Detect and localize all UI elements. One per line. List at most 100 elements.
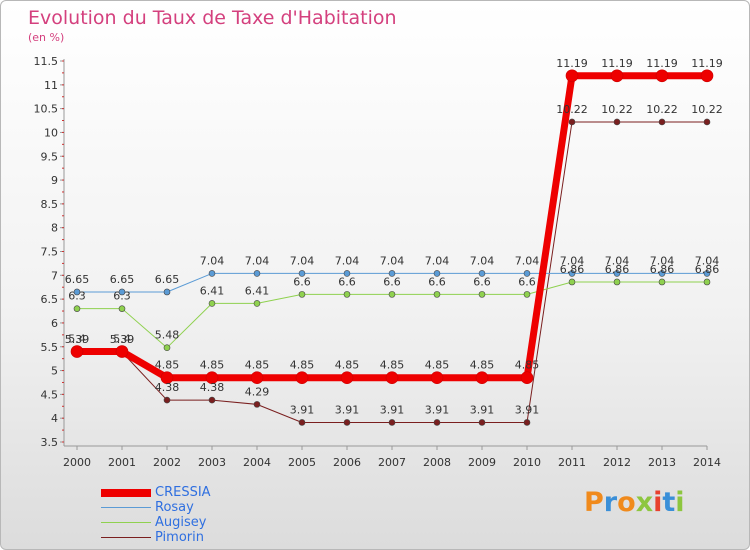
- data-point-cressia: [160, 371, 174, 385]
- data-point-augisey: [703, 278, 711, 286]
- data-label-rosay: 7.04: [605, 254, 630, 267]
- data-label-pimorin: 10.22: [556, 103, 588, 116]
- y-tick-label: 7: [51, 269, 58, 282]
- data-point-augisey: [523, 291, 531, 298]
- data-point-rosay: [613, 270, 621, 277]
- x-tick-label: 2008: [423, 456, 451, 469]
- x-tick-label: 2012: [603, 456, 631, 469]
- data-label-augisey: 6.41: [200, 284, 225, 297]
- proxiti-logo: Proxiti: [584, 487, 685, 518]
- data-label-augisey: 6.86: [560, 263, 585, 276]
- logo-letter: t: [662, 487, 676, 518]
- x-tick-label: 2011: [558, 456, 586, 469]
- data-label-rosay: 6.65: [65, 273, 90, 286]
- data-point-cressia: [520, 371, 534, 385]
- data-point-rosay: [658, 270, 666, 277]
- data-label-augisey: 6.41: [245, 284, 270, 297]
- legend-swatch-pimorin: [101, 537, 151, 538]
- data-label-pimorin: 5.39: [65, 333, 90, 346]
- data-point-augisey: [118, 305, 126, 312]
- y-tick-label: 9: [51, 174, 58, 187]
- data-label-pimorin: 10.22: [646, 103, 678, 116]
- data-point-pimorin: [613, 118, 621, 126]
- data-point-rosay: [703, 270, 711, 277]
- data-label-cressia: 4.85: [155, 359, 180, 372]
- series-lines: [70, 69, 714, 426]
- x-tick-label: 2006: [333, 456, 361, 469]
- x-tick-label: 2002: [153, 456, 181, 469]
- data-label-rosay: 7.04: [560, 254, 585, 267]
- data-point-pimorin: [568, 118, 576, 126]
- data-point-cressia: [250, 371, 264, 385]
- data-label-pimorin: 10.22: [601, 103, 633, 116]
- chart-axes: 3.5 4 4.5 5 5.5 6 6.5 7 7.5 8 8.5 9 9.5 10 10.5 11 11.5 2…: [34, 55, 722, 469]
- data-label-rosay: 7.04: [200, 254, 225, 267]
- y-tick-label: 8: [51, 222, 58, 235]
- data-label-rosay: 7.04: [470, 254, 495, 267]
- data-point-pimorin: [658, 118, 666, 126]
- data-point-augisey: [658, 278, 666, 286]
- data-point-augisey: [73, 305, 81, 312]
- data-point-cressia: [385, 371, 399, 385]
- data-point-cressia: [295, 371, 309, 385]
- data-label-pimorin: 5.39: [110, 333, 135, 346]
- data-label-augisey: 6.6: [428, 275, 446, 288]
- data-point-augisey: [388, 291, 396, 298]
- data-label-augisey: 6.6: [473, 275, 491, 288]
- data-label-cressia: 5.4: [68, 333, 86, 346]
- x-tick-label: 2005: [288, 456, 316, 469]
- data-label-pimorin: 4.29: [245, 385, 270, 398]
- data-point-rosay: [163, 288, 171, 296]
- data-label-pimorin: 3.91: [425, 403, 450, 416]
- data-label-pimorin: 4.38: [155, 381, 180, 394]
- data-label-rosay: 7.04: [425, 254, 450, 267]
- data-label-pimorin: 3.91: [515, 403, 540, 416]
- data-label-cressia: 4.85: [245, 359, 270, 372]
- data-label-rosay: 7.04: [695, 254, 720, 267]
- data-label-cressia: 4.85: [470, 359, 495, 372]
- data-point-augisey: [568, 278, 576, 286]
- data-label-pimorin: 3.91: [470, 403, 495, 416]
- y-tick-label: 3.5: [41, 436, 59, 449]
- data-point-augisey: [343, 291, 351, 298]
- legend-label-augisey: Augisey: [155, 515, 207, 530]
- data-point-rosay: [298, 270, 306, 277]
- data-point-rosay: [343, 270, 351, 277]
- legend-swatch-rosay: [101, 507, 151, 508]
- logo-letter: x: [635, 487, 654, 518]
- legend-item-augisey: Augisey: [101, 515, 211, 530]
- data-point-cressia: [205, 371, 219, 385]
- data-label-augisey: 5.48: [155, 329, 180, 342]
- data-point-cressia: [700, 69, 714, 83]
- data-point-pimorin: [253, 401, 261, 408]
- data-point-pimorin: [388, 419, 396, 426]
- x-tick-label: 2000: [63, 456, 91, 469]
- data-point-augisey: [163, 344, 171, 352]
- data-point-rosay: [433, 270, 441, 277]
- data-label-cressia: 5.4: [113, 333, 131, 346]
- data-point-augisey: [208, 300, 216, 307]
- data-label-augisey: 6.86: [650, 263, 675, 276]
- data-label-cressia: 4.85: [335, 359, 360, 372]
- x-tick-label: 2014: [693, 456, 721, 469]
- data-labels: 5.39 5.39 4.38 4.38 4.29 3.91 3.91 3.91 3.91 3.91…: [65, 57, 723, 417]
- legend-item-rosay: Rosay: [101, 500, 211, 515]
- data-label-cressia: 4.85: [380, 359, 405, 372]
- y-tick-label: 10: [44, 126, 58, 139]
- data-point-rosay: [388, 270, 396, 277]
- data-label-cressia: 11.19: [601, 57, 633, 70]
- data-label-cressia: 11.19: [646, 57, 678, 70]
- logo-letter: i: [675, 487, 685, 518]
- data-label-cressia: 4.85: [290, 359, 315, 372]
- data-point-cressia: [655, 69, 669, 83]
- data-label-augisey: 6.6: [518, 275, 536, 288]
- legend-label-cressia: CRESSIA: [155, 485, 211, 500]
- legend-swatch-cressia: [101, 488, 151, 497]
- data-label-augisey: 6.3: [113, 290, 131, 303]
- chart-legend: CRESSIA Rosay Augisey Pimorin: [101, 485, 211, 545]
- y-tick-label: 10.5: [34, 103, 59, 116]
- data-point-cressia: [610, 69, 624, 83]
- data-label-rosay: 7.04: [380, 254, 405, 267]
